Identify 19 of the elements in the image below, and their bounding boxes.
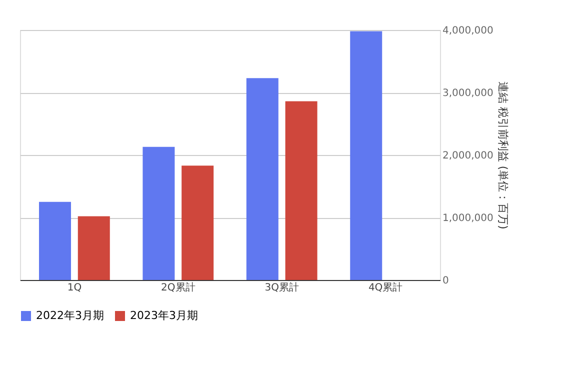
y-tick-label: 1,000,000 [442, 213, 494, 224]
y-axis-title: 連結 税引前利益 (単位：百万) [496, 82, 510, 230]
x-tick-label: 3Q累計 [264, 282, 299, 294]
bar [78, 216, 110, 280]
bar [285, 101, 318, 280]
x-tick-label: 2Q累計 [161, 282, 196, 294]
bar [182, 166, 214, 280]
x-tick-label: 1Q [67, 282, 82, 294]
y-tick-label: 2,000,000 [442, 150, 494, 162]
x-tick-label: 4Q累計 [368, 282, 403, 294]
bar [246, 78, 278, 280]
y-tick-label: 4,000,000 [442, 26, 494, 36]
y-tick-label: 0 [442, 276, 449, 286]
bar [39, 202, 71, 280]
y-tick-label: 3,000,000 [442, 88, 494, 99]
legend-label: 2023年3月期 [130, 309, 198, 322]
legend-label: 2022年3月期 [36, 309, 104, 322]
bar [142, 146, 175, 280]
bar [350, 31, 382, 280]
